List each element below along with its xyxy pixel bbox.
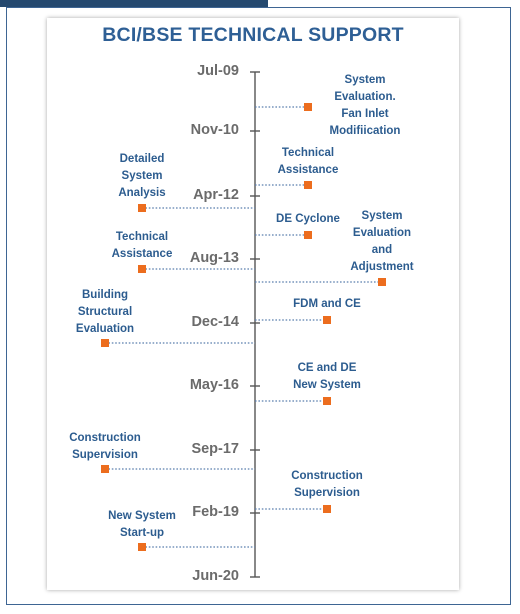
event-label: CE and DE New System (293, 362, 361, 391)
timeline-card (47, 18, 459, 590)
event-label: New System Start-up (108, 510, 176, 539)
event-marker (323, 397, 331, 405)
event-marker (304, 103, 312, 111)
tick-label: Dec-14 (191, 314, 239, 330)
event-label: Construction Supervision (69, 432, 141, 461)
tick-label: May-16 (189, 377, 239, 393)
top-accent-bar (0, 0, 268, 7)
event-label: System Evaluation and Adjustment (350, 210, 414, 273)
event-marker (323, 505, 331, 513)
event-marker (138, 543, 146, 551)
event-label: DE Cyclone (276, 213, 340, 225)
event-label: FDM and CE (293, 298, 361, 310)
event-label: Building Structural Evaluation (75, 289, 135, 335)
tick-label: Feb-19 (192, 504, 239, 520)
tick-label: Apr-12 (193, 187, 239, 203)
event-label: Construction Supervision (291, 470, 363, 499)
event-label: Technical Assistance (277, 147, 339, 176)
event-marker (138, 265, 146, 273)
event-marker (378, 278, 386, 286)
event-label: System Evaluation. Fan Inlet Modifiicati… (329, 74, 401, 137)
tick-label: Aug-13 (189, 250, 239, 266)
event-marker (138, 204, 146, 212)
timeline-title: BCI/BSE TECHNICAL SUPPORT (102, 24, 404, 46)
event-marker (101, 339, 109, 347)
tick-label: Nov-10 (190, 122, 239, 138)
event-marker (304, 181, 312, 189)
event-label: Detailed System Analysis (118, 153, 166, 199)
event-marker (304, 231, 312, 239)
event-marker (323, 316, 331, 324)
tick-label: Jul-09 (197, 63, 239, 79)
event-marker (101, 465, 109, 473)
tick-label: Jun-20 (192, 568, 239, 584)
event-label: Technical Assistance (111, 231, 173, 260)
tick-label: Sep-17 (191, 441, 239, 457)
